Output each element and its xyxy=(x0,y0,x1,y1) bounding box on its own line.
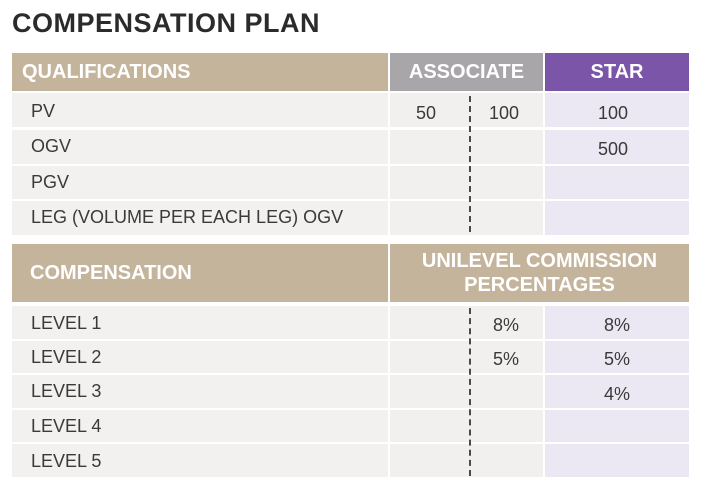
qual-row-star-cell xyxy=(545,166,689,199)
unilevel-header: UNILEVEL COMMISSION PERCENTAGES xyxy=(390,244,689,302)
page-title: COMPENSATION PLAN xyxy=(12,8,321,38)
comp-row-label-cell xyxy=(12,306,388,339)
comp-row-label: LEVEL 1 xyxy=(31,313,102,333)
comp-row-assoc-cell xyxy=(390,410,543,442)
comp-row-label-cell xyxy=(12,375,388,408)
comp-row-label-cell xyxy=(12,341,388,373)
qual-row-assoc-a-value: 50 xyxy=(415,103,437,123)
comp-row-label-cell xyxy=(12,410,388,442)
qual-row-star-cell xyxy=(545,130,689,164)
comp-row-star-value: 4% xyxy=(603,384,630,404)
comp-row-label: LEVEL 3 xyxy=(31,381,102,401)
comp-row-assoc-value: 5% xyxy=(492,349,519,369)
comp-row-assoc-value: 8% xyxy=(492,315,519,335)
comp-row-star-cell xyxy=(545,306,689,339)
comp-row-label: LEVEL 5 xyxy=(31,451,102,471)
qual-row-star-cell xyxy=(545,93,689,127)
comp-row-star-value: 8% xyxy=(603,315,630,335)
qual-row-label: OGV xyxy=(31,136,72,156)
comp-row-assoc-cell xyxy=(390,341,543,373)
associate-divider xyxy=(469,96,471,232)
qual-row-assoc-cell xyxy=(390,93,543,127)
qual-row-assoc-cell xyxy=(390,201,543,235)
star-header: STAR xyxy=(545,53,689,91)
star-header-label: STAR xyxy=(590,60,644,83)
qual-row-label: PGV xyxy=(31,172,70,192)
qual-row-star-value: 500 xyxy=(597,139,629,159)
qualifications-header: QUALIFICATIONS xyxy=(12,53,388,91)
compensation-header: COMPENSATION xyxy=(12,244,388,302)
qual-row-label-cell xyxy=(12,201,388,235)
unilevel-header-line1: UNILEVEL COMMISSION xyxy=(421,250,658,272)
associate-header: ASSOCIATE xyxy=(390,53,543,91)
comp-row-star-cell xyxy=(545,444,689,477)
comp-row-star-value: 5% xyxy=(603,349,630,369)
compensation-header-label: COMPENSATION xyxy=(30,261,192,284)
associate-header-label: ASSOCIATE xyxy=(408,60,525,83)
comp-row-label: LEVEL 4 xyxy=(31,416,102,436)
qualifications-header-label: QUALIFICATIONS xyxy=(22,60,191,83)
comp-row-star-cell xyxy=(545,375,689,408)
qual-row-star-cell xyxy=(545,201,689,235)
comp-row-star-cell xyxy=(545,341,689,373)
qual-row-assoc-cell xyxy=(390,166,543,199)
qual-row-label-cell xyxy=(12,93,388,127)
comp-row-label-cell xyxy=(12,444,388,477)
comp-row-assoc-cell xyxy=(390,444,543,477)
qual-row-label-cell xyxy=(12,130,388,164)
comp-row-star-cell xyxy=(545,410,689,442)
comp-row-assoc-cell xyxy=(390,306,543,339)
associate-divider xyxy=(469,308,471,476)
qual-row-label: PV xyxy=(31,101,56,121)
unilevel-header-line2: PERCENTAGES xyxy=(464,274,615,296)
comp-row-assoc-cell xyxy=(390,375,543,408)
qual-row-label: LEG (VOLUME PER EACH LEG) OGV xyxy=(31,207,344,227)
comp-row-label: LEVEL 2 xyxy=(31,347,102,367)
qual-row-star-value: 100 xyxy=(597,103,629,123)
qual-row-label-cell xyxy=(12,166,388,199)
qual-row-assoc-cell xyxy=(390,130,543,164)
qual-row-assoc-b-value: 100 xyxy=(488,103,520,123)
